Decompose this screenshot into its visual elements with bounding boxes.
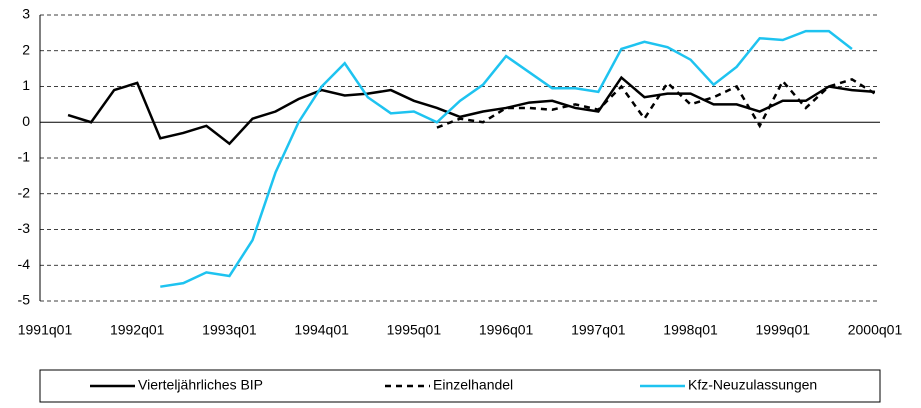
x-tick-label: 1995q01 [387,322,442,338]
x-tick-label: 2000q01 [848,322,903,338]
y-tick-label: -5 [18,292,31,308]
legend-label: Vierteljährliches BIP [138,377,263,393]
legend-label: Kfz-Neuzulassungen [688,377,817,393]
x-tick-label: 1997q01 [571,322,626,338]
y-tick-label: -4 [18,256,31,272]
legend-label: Einzelhandel [433,377,513,393]
x-tick-label: 1993q01 [202,322,257,338]
x-tick-label: 1991q01 [18,322,73,338]
y-tick-label: -3 [18,220,31,236]
x-tick-label: 1998q01 [663,322,718,338]
y-tick-label: -1 [18,149,31,165]
y-tick-label: 2 [22,41,30,57]
x-tick-label: 1996q01 [479,322,534,338]
y-tick-label: -2 [18,184,31,200]
y-tick-label: 3 [22,6,30,22]
line [160,29,853,288]
y-tick-label: 1 [22,77,30,93]
legend-box [39,369,881,403]
y-tick-label: 0 [22,113,30,129]
line [436,77,876,129]
x-tick-label: 1992q01 [110,322,165,338]
line [67,75,876,146]
x-tick-label: 1999q01 [756,322,811,338]
x-tick-label: 1994q01 [294,322,349,338]
